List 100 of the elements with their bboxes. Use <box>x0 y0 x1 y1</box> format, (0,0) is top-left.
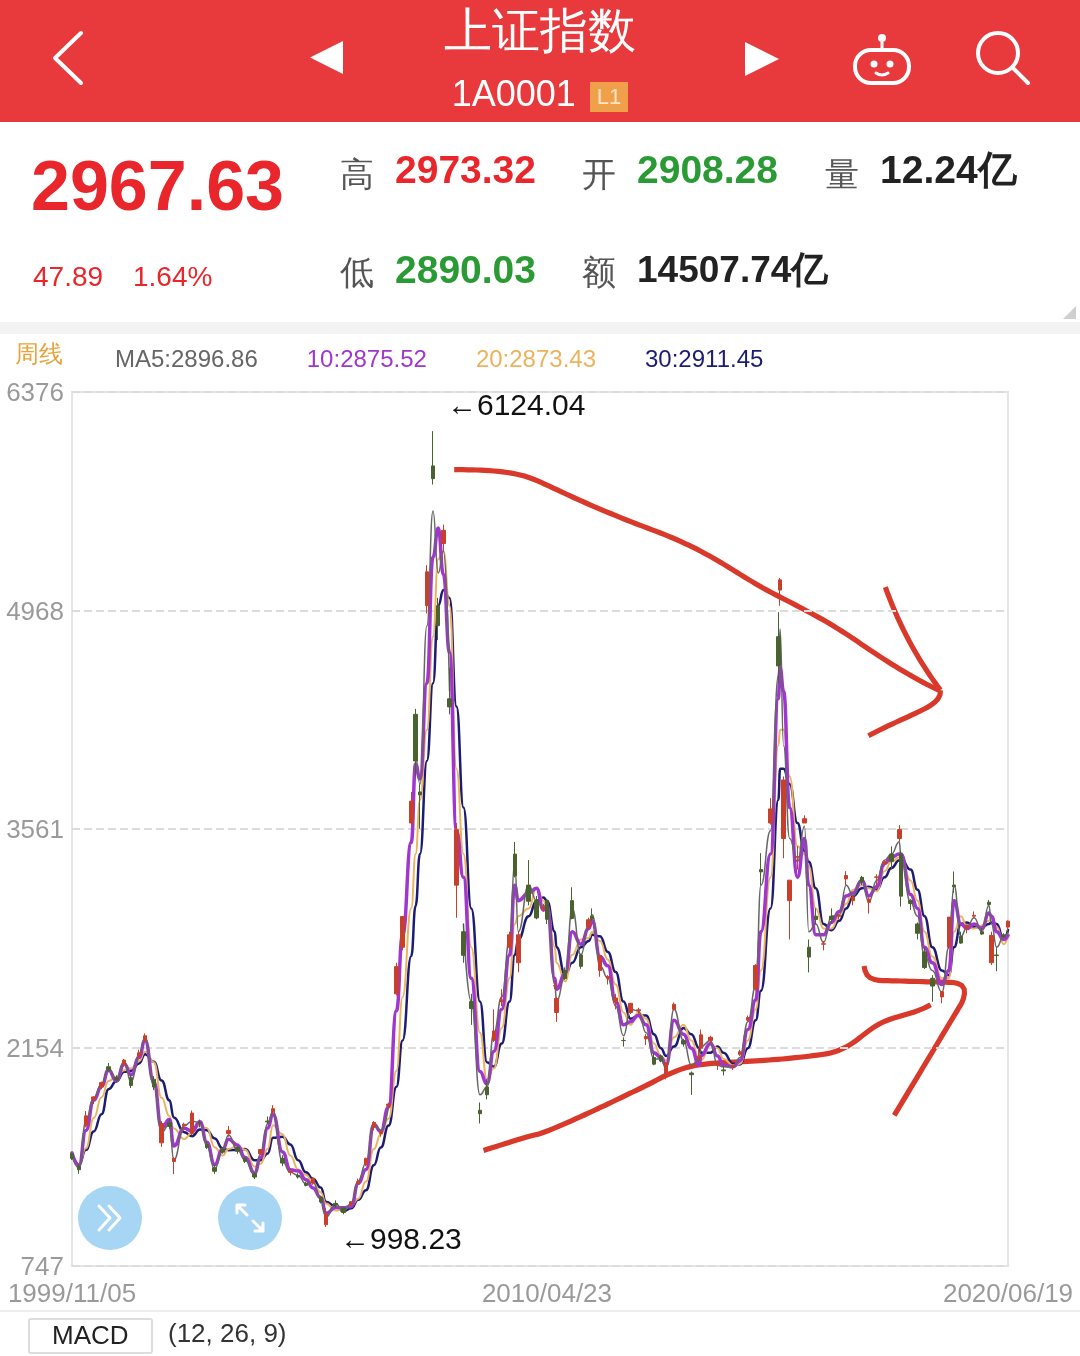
text: 量 <box>825 153 859 195</box>
candlestick <box>243 1156 247 1164</box>
candlestick <box>190 1110 194 1136</box>
annotation: ←998.23 <box>340 1221 462 1257</box>
candlestick <box>753 963 758 992</box>
candlestick <box>461 923 466 964</box>
text: (12, 26, 9) <box>168 1318 287 1350</box>
text: 47.89 <box>33 260 104 294</box>
text: MACD <box>28 1318 153 1354</box>
candlestick <box>746 1015 750 1023</box>
candlestick <box>994 946 999 972</box>
candlestick <box>802 814 807 824</box>
candlestick <box>837 914 841 920</box>
y-tick-label: 6376 <box>6 377 64 407</box>
candlestick <box>205 1140 209 1150</box>
candlestick <box>84 1110 88 1128</box>
candlestick <box>781 775 786 859</box>
candlestick <box>598 954 602 978</box>
candlestick <box>454 822 459 919</box>
candlestick <box>915 921 920 940</box>
candlestick <box>867 897 871 915</box>
candlestick <box>541 903 546 913</box>
candlestick <box>922 946 927 970</box>
text: 20:2873.43 <box>475 344 597 372</box>
candlestick <box>586 917 591 930</box>
text: 2973.32 <box>395 146 536 193</box>
y-tick-label: 4968 <box>6 595 64 626</box>
candlestick <box>851 895 855 906</box>
candlestick <box>311 1176 315 1186</box>
text: 12.24亿 <box>880 146 1017 193</box>
candlestick <box>776 611 781 684</box>
candlestick <box>659 1053 663 1063</box>
candlestick <box>959 931 963 945</box>
x-tick-label: 2020/06/19 <box>942 1278 1074 1308</box>
candlestick <box>899 850 903 908</box>
candlestick <box>431 430 435 486</box>
candlestick <box>947 916 951 950</box>
candlestick <box>579 952 583 970</box>
candlestick <box>252 1171 257 1180</box>
text: 1.64% <box>133 260 213 294</box>
candlestick <box>708 1035 713 1044</box>
candlestick <box>563 966 567 981</box>
text: 30:2911.45 <box>645 344 764 372</box>
candlestick <box>952 870 956 894</box>
candlestick <box>965 924 969 934</box>
candlestick <box>940 990 944 1004</box>
candlestick <box>526 859 531 906</box>
text: 10:2875.52 <box>306 344 427 372</box>
candlestick <box>220 1147 225 1155</box>
candlestick <box>258 1148 263 1156</box>
candlestick <box>400 915 405 951</box>
candlestick <box>425 564 429 614</box>
x-tick-label: 1999/11/05 <box>7 1278 137 1308</box>
candlestick <box>829 907 834 925</box>
candlestick <box>897 824 902 843</box>
candlestick <box>341 1206 346 1215</box>
candlestick <box>379 1129 383 1138</box>
text: L1 <box>589 82 629 112</box>
candlestick <box>469 993 474 1026</box>
text: 2908.28 <box>637 146 778 193</box>
candlestick <box>386 1102 391 1110</box>
candlestick <box>553 980 557 990</box>
candlestick <box>721 1066 726 1076</box>
candlestick <box>972 911 976 919</box>
candlestick <box>372 1120 376 1131</box>
candlestick <box>715 1061 720 1071</box>
chart-subtitle: 1A0001 <box>451 73 576 115</box>
candlestick <box>70 1151 74 1161</box>
candlestick <box>821 940 826 951</box>
candlestick <box>652 1052 656 1066</box>
candlestick <box>636 1007 641 1015</box>
text: 额 <box>582 251 616 293</box>
text: 高 <box>340 153 374 195</box>
text: 2890.03 <box>395 246 536 293</box>
candlestick <box>989 931 994 966</box>
x-tick-label: 2010/04/23 <box>481 1278 613 1308</box>
candlestick <box>304 1181 308 1187</box>
candlestick <box>882 859 887 867</box>
candlestick <box>413 708 418 777</box>
candlestick <box>545 898 549 925</box>
candlestick <box>554 996 559 1023</box>
candlestick <box>731 1063 735 1071</box>
candlestick <box>167 1119 172 1130</box>
candlestick <box>235 1145 240 1155</box>
candlestick <box>172 1156 176 1175</box>
text: 14507.74亿 <box>637 247 829 292</box>
chart-title: 上证指数 <box>443 3 637 59</box>
candlestick <box>738 1049 742 1057</box>
candlestick <box>319 1195 323 1204</box>
legend-title: 周线 <box>15 340 63 368</box>
text: 2967.63 <box>31 146 285 227</box>
candlestick <box>516 931 521 973</box>
candlestick <box>613 993 618 1010</box>
candlestick <box>930 974 935 1003</box>
candlestick <box>77 1164 81 1175</box>
candlestick <box>333 1199 338 1209</box>
candlestick <box>288 1168 293 1176</box>
candlestick <box>787 879 792 940</box>
candlestick <box>570 886 574 920</box>
text: MA5:2896.86 <box>115 344 258 372</box>
